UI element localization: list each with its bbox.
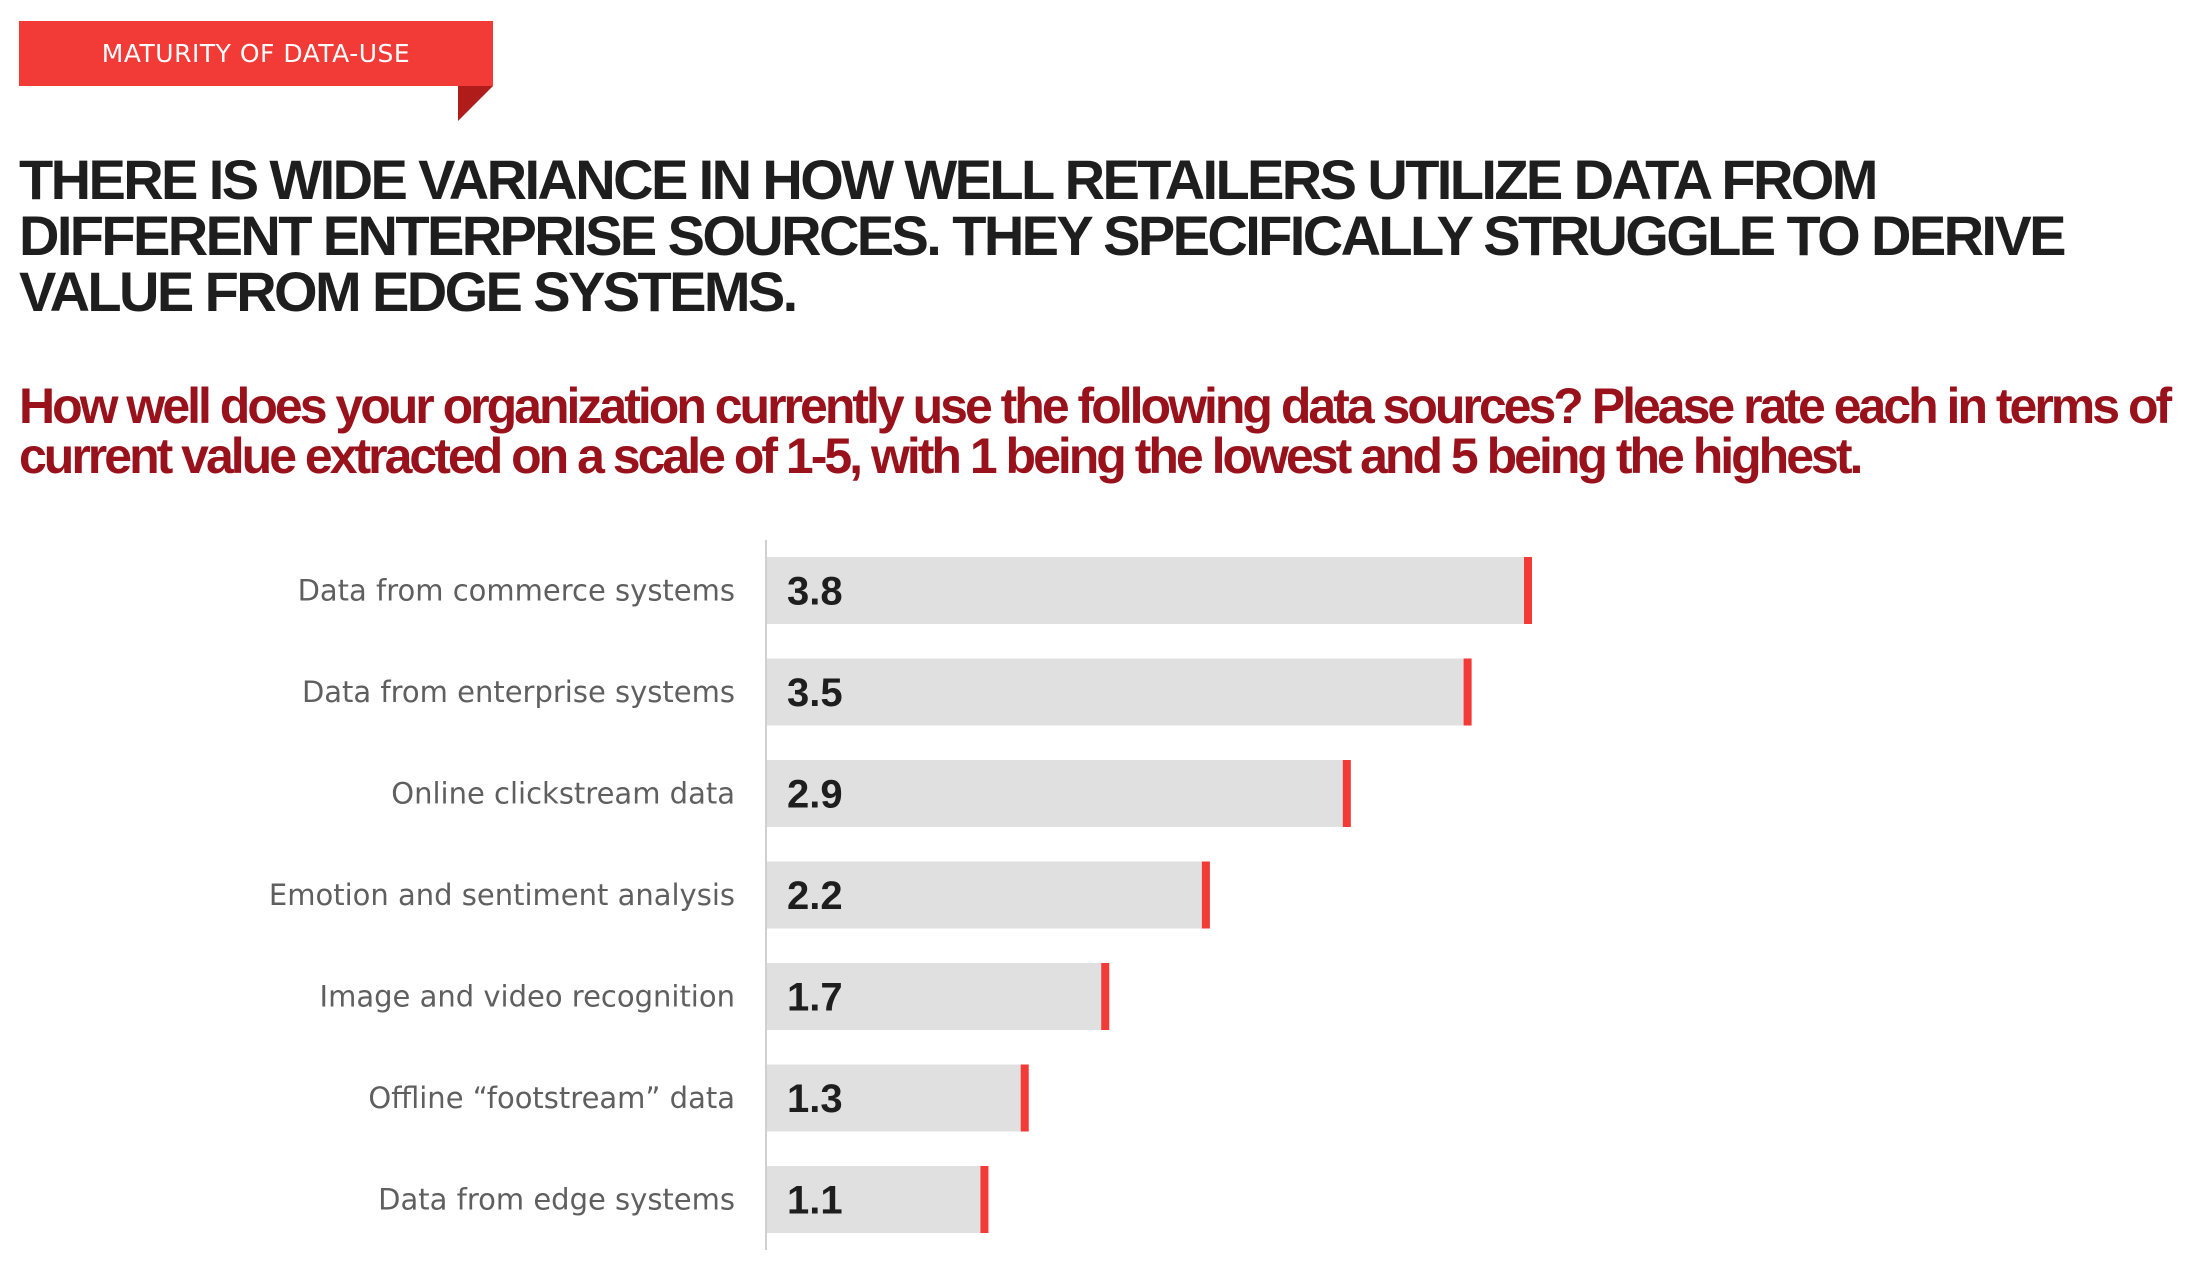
bar [767,861,1210,929]
bar-category-label: Data from edge systems [378,1183,735,1217]
headline: THERE IS WIDE VARIANCE IN HOW WELL RETAI… [19,148,2066,323]
bar [767,760,1351,827]
bar-value-label: 2.9 [787,773,843,817]
bar-value-label: 2.2 [787,874,843,918]
bar-end-marker [1524,557,1532,624]
bar-category-label: Emotion and sentiment analysis [269,878,735,912]
survey-question: How well does your organization currentl… [19,378,2172,484]
bar-end-marker [1463,658,1472,726]
bar-end-marker [1020,1064,1029,1132]
bar [767,963,1110,1030]
section-tag: MATURITY OF DATA-USE [19,21,493,86]
bar [767,658,1472,726]
bar-category-label: Online clickstream data [391,777,735,811]
bar-value-label: 1.3 [787,1077,843,1121]
bar-value-label: 3.5 [787,671,843,715]
bars-group: Data from commerce systems 3.8 Data from e… [269,557,1532,1233]
bar-value-label: 1.1 [787,1179,843,1223]
bar-end-marker [1101,963,1110,1030]
bar-value-label: 1.7 [787,976,843,1020]
bar-category-label: Data from commerce systems [298,574,735,608]
bar-chart: Data from commerce systems 3.8 Data from e… [269,540,1532,1250]
bar-category-label: Offline “footstream” data [368,1081,735,1115]
bar [767,1166,989,1233]
bar [767,1064,1029,1132]
bar-category-label: Data from enterprise systems [302,675,735,709]
section-tag-fold [458,86,493,121]
bar-category-label: Image and video recognition [320,980,735,1014]
bar-end-marker [1201,861,1210,929]
bar [767,557,1532,624]
bar-end-marker [980,1166,989,1233]
bar-end-marker [1342,760,1351,827]
section-tag-label: MATURITY OF DATA-USE [101,39,411,68]
bar-value-label: 3.8 [787,570,843,614]
